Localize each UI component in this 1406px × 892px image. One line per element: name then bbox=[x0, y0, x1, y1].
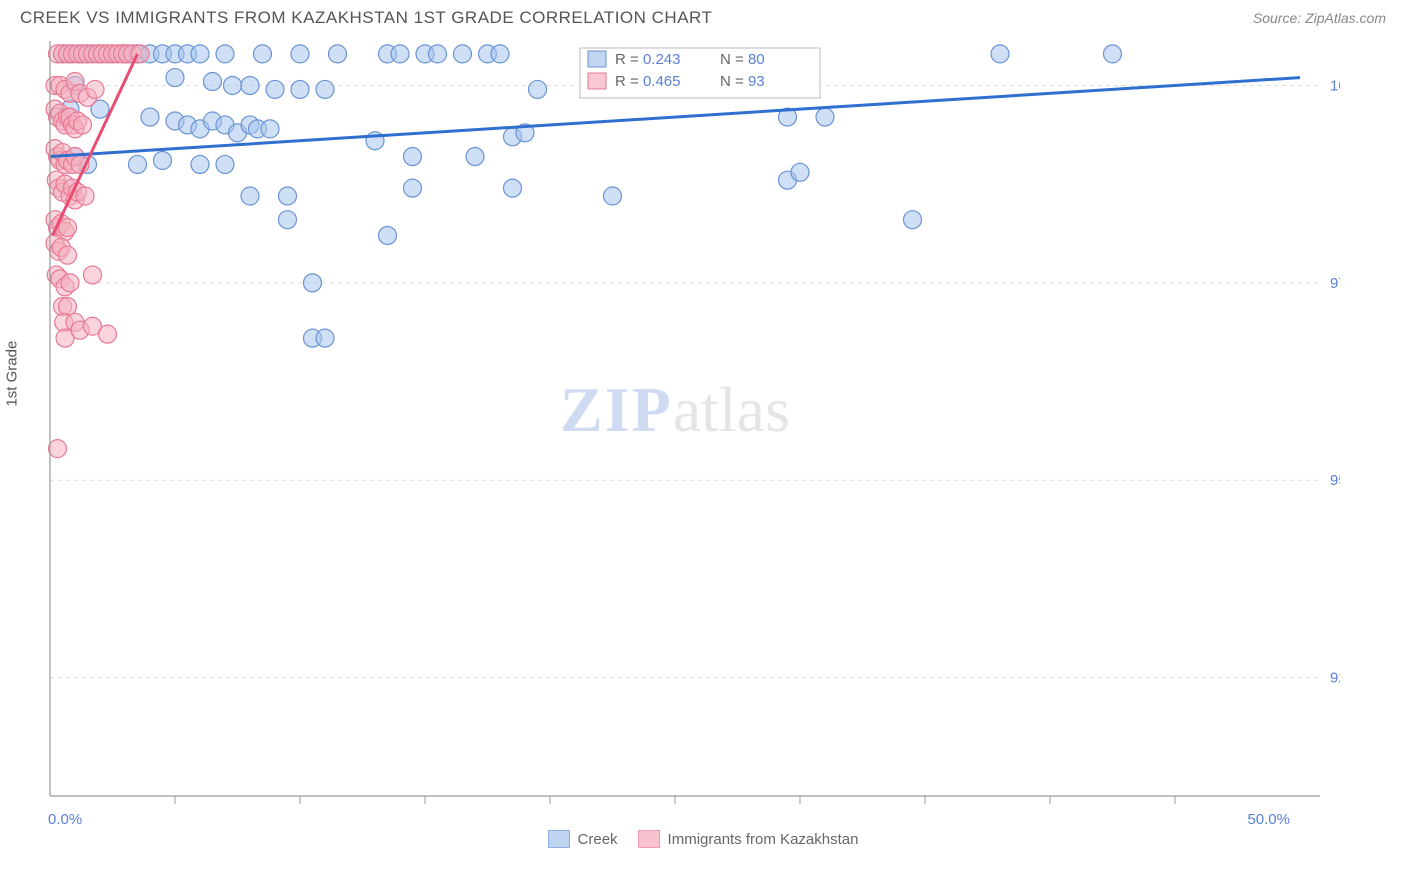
data-point bbox=[991, 45, 1009, 63]
data-point bbox=[129, 155, 147, 173]
data-point bbox=[84, 266, 102, 284]
data-point bbox=[166, 69, 184, 87]
source-link[interactable]: ZipAtlas.com bbox=[1305, 10, 1386, 26]
chart-container: 1st Grade 92.5%95.0%97.5%100.0%ZIPatlasR… bbox=[20, 36, 1386, 826]
data-point bbox=[291, 45, 309, 63]
data-point bbox=[61, 274, 79, 292]
data-point bbox=[791, 163, 809, 181]
data-point bbox=[816, 108, 834, 126]
data-point bbox=[316, 80, 334, 98]
watermark: ZIPatlas bbox=[560, 374, 790, 445]
data-point bbox=[266, 80, 284, 98]
data-point bbox=[316, 329, 334, 347]
data-point bbox=[454, 45, 472, 63]
data-point bbox=[491, 45, 509, 63]
stats-n-label: N = 80 bbox=[720, 51, 765, 68]
y-tick-label: 100.0% bbox=[1330, 77, 1340, 94]
data-point bbox=[304, 274, 322, 292]
data-point bbox=[391, 45, 409, 63]
data-point bbox=[241, 76, 259, 94]
x-label-right: 50.0% bbox=[1247, 811, 1290, 826]
data-point bbox=[224, 76, 242, 94]
data-point bbox=[191, 45, 209, 63]
title-bar: CREEK VS IMMIGRANTS FROM KAZAKHSTAN 1ST … bbox=[0, 0, 1406, 36]
chart-title: CREEK VS IMMIGRANTS FROM KAZAKHSTAN 1ST … bbox=[20, 8, 712, 28]
data-point bbox=[59, 219, 77, 237]
data-point bbox=[279, 187, 297, 205]
data-point bbox=[49, 440, 67, 458]
data-point bbox=[261, 120, 279, 138]
data-point bbox=[604, 187, 622, 205]
source-label: Source: ZipAtlas.com bbox=[1253, 10, 1386, 26]
stats-r-label: R = 0.243 bbox=[615, 51, 680, 68]
data-point bbox=[404, 179, 422, 197]
x-label-left: 0.0% bbox=[48, 811, 82, 826]
stats-r-label: R = 0.465 bbox=[615, 73, 680, 90]
data-point bbox=[154, 151, 172, 169]
data-point bbox=[529, 80, 547, 98]
data-point bbox=[204, 73, 222, 91]
stats-swatch bbox=[588, 51, 606, 67]
data-point bbox=[241, 187, 259, 205]
stats-n-label: N = 93 bbox=[720, 73, 765, 90]
data-point bbox=[429, 45, 447, 63]
legend-item: Immigrants from Kazakhstan bbox=[638, 830, 859, 848]
y-axis-label: 1st Grade bbox=[4, 341, 21, 407]
data-point bbox=[279, 211, 297, 229]
data-point bbox=[99, 325, 117, 343]
data-point bbox=[291, 80, 309, 98]
y-tick-label: 97.5% bbox=[1330, 275, 1340, 292]
data-point bbox=[191, 155, 209, 173]
bottom-legend: Creek Immigrants from Kazakhstan bbox=[0, 830, 1406, 848]
data-point bbox=[86, 80, 104, 98]
data-point bbox=[216, 155, 234, 173]
legend-swatch bbox=[548, 830, 570, 848]
y-tick-label: 92.5% bbox=[1330, 670, 1340, 687]
data-point bbox=[76, 187, 94, 205]
data-point bbox=[379, 226, 397, 244]
data-point bbox=[141, 108, 159, 126]
stats-swatch bbox=[588, 73, 606, 89]
data-point bbox=[74, 116, 92, 134]
data-point bbox=[216, 45, 234, 63]
scatter-chart: 92.5% 95.0% 97.5% 100.0% ZIPatlas R = 0.243 N … bbox=[20, 36, 1340, 826]
data-point bbox=[904, 211, 922, 229]
data-point bbox=[504, 179, 522, 197]
data-point bbox=[254, 45, 272, 63]
y-tick-label: 95.0% bbox=[1330, 472, 1340, 489]
legend-item: Creek bbox=[548, 830, 618, 848]
data-point bbox=[59, 246, 77, 264]
data-point bbox=[404, 148, 422, 166]
data-point bbox=[466, 148, 484, 166]
data-point bbox=[1104, 45, 1122, 63]
data-point bbox=[329, 45, 347, 63]
legend-label: Creek bbox=[578, 831, 618, 848]
legend-label: Immigrants from Kazakhstan bbox=[668, 831, 859, 848]
legend-swatch bbox=[638, 830, 660, 848]
